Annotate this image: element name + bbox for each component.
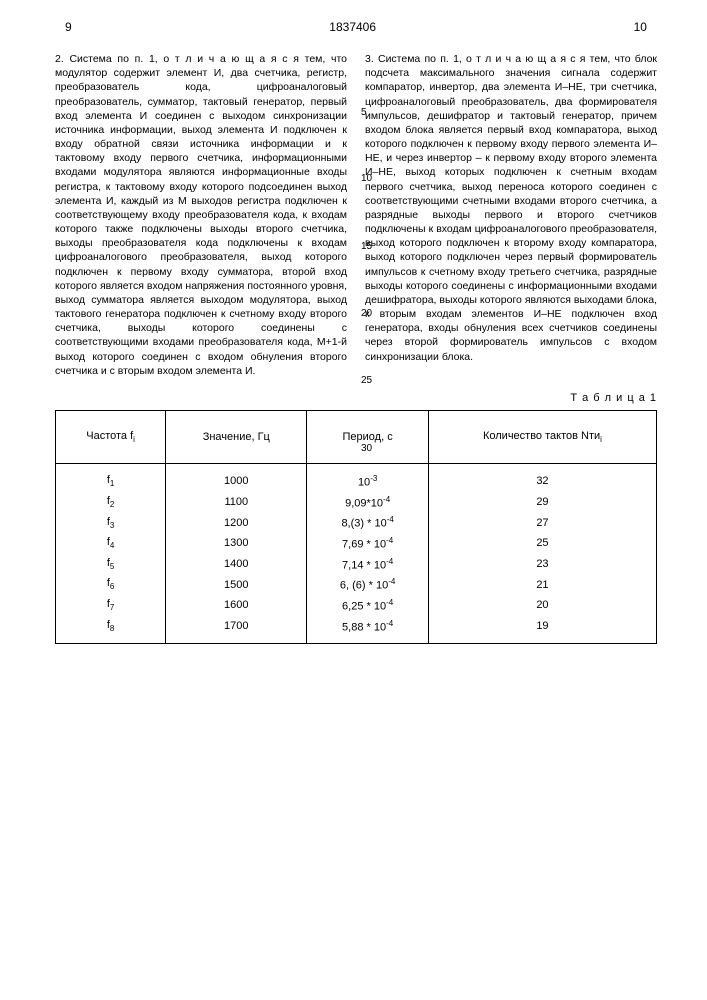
table-label: Т а б л и ц а 1 xyxy=(55,392,657,404)
table-row: f615006, (6) * 10-421 xyxy=(56,574,657,595)
col-header-value: Значение, Гц xyxy=(166,410,307,463)
table-cell: 1700 xyxy=(166,616,307,644)
table-cell: 6,25 * 10-4 xyxy=(307,595,429,616)
table-cell: 1400 xyxy=(166,554,307,575)
table-row: f817005,88 * 10-419 xyxy=(56,616,657,644)
document-page: 9 1837406 10 2. Система по п. 1, о т л и… xyxy=(0,0,707,664)
table-cell: 1100 xyxy=(166,492,307,513)
table-cell: 1300 xyxy=(166,533,307,554)
column-left: 2. Система по п. 1, о т л и ч а ю щ а я … xyxy=(55,52,347,378)
table-cell: 25 xyxy=(428,533,656,554)
table-cell: f5 xyxy=(56,554,166,575)
table-cell: 7,14 * 10-4 xyxy=(307,554,429,575)
table-row: f312008,(3) * 10-427 xyxy=(56,512,657,533)
table-cell: 19 xyxy=(428,616,656,644)
table-cell: f3 xyxy=(56,512,166,533)
table-cell: f6 xyxy=(56,574,166,595)
table-row: f716006,25 * 10-420 xyxy=(56,595,657,616)
col-header-frequency: Частота fi xyxy=(56,410,166,463)
claim-2-text: 2. Система по п. 1, о т л и ч а ю щ а я … xyxy=(55,52,347,378)
column-right: 3. Система по п. 1, о т л и ч а ю щ а я … xyxy=(365,52,657,378)
table-cell: f1 xyxy=(56,463,166,491)
data-table: Частота fi Значение, Гц Период, с Количе… xyxy=(55,410,657,644)
table-cell: 1600 xyxy=(166,595,307,616)
table-cell: 5,88 * 10-4 xyxy=(307,616,429,644)
text-columns: 2. Система по п. 1, о т л и ч а ю щ а я … xyxy=(55,52,657,378)
table-cell: 7,69 * 10-4 xyxy=(307,533,429,554)
table-cell: 8,(3) * 10-4 xyxy=(307,512,429,533)
table-cell: 21 xyxy=(428,574,656,595)
table-cell: f2 xyxy=(56,492,166,513)
table-body: f1100010-332f211009,09*10-429f312008,(3)… xyxy=(56,463,657,643)
table-cell: 32 xyxy=(428,463,656,491)
page-header: 9 1837406 10 xyxy=(55,20,657,34)
table-cell: 6, (6) * 10-4 xyxy=(307,574,429,595)
table-cell: f8 xyxy=(56,616,166,644)
doc-number: 1837406 xyxy=(329,20,376,34)
line-number: 30 xyxy=(361,442,372,456)
col-header-period: Период, с xyxy=(307,410,429,463)
table-cell: 10-3 xyxy=(307,463,429,491)
table-cell: 27 xyxy=(428,512,656,533)
table-cell: 1500 xyxy=(166,574,307,595)
table-cell: 1000 xyxy=(166,463,307,491)
table-cell: 23 xyxy=(428,554,656,575)
col-header-ticks: Количество тактов Nтиi xyxy=(428,410,656,463)
table-row: f514007,14 * 10-423 xyxy=(56,554,657,575)
table-cell: 1200 xyxy=(166,512,307,533)
table-cell: f7 xyxy=(56,595,166,616)
table-row: f413007,69 * 10-425 xyxy=(56,533,657,554)
table-cell: 20 xyxy=(428,595,656,616)
table-row: f1100010-332 xyxy=(56,463,657,491)
table-cell: f4 xyxy=(56,533,166,554)
table-cell: 29 xyxy=(428,492,656,513)
table-row: f211009,09*10-429 xyxy=(56,492,657,513)
claim-3-text: 3. Система по п. 1, о т л и ч а ю щ а я … xyxy=(365,52,657,364)
table-cell: 9,09*10-4 xyxy=(307,492,429,513)
page-num-right: 10 xyxy=(634,20,647,34)
page-num-left: 9 xyxy=(65,20,72,34)
table-header-row: Частота fi Значение, Гц Период, с Количе… xyxy=(56,410,657,463)
